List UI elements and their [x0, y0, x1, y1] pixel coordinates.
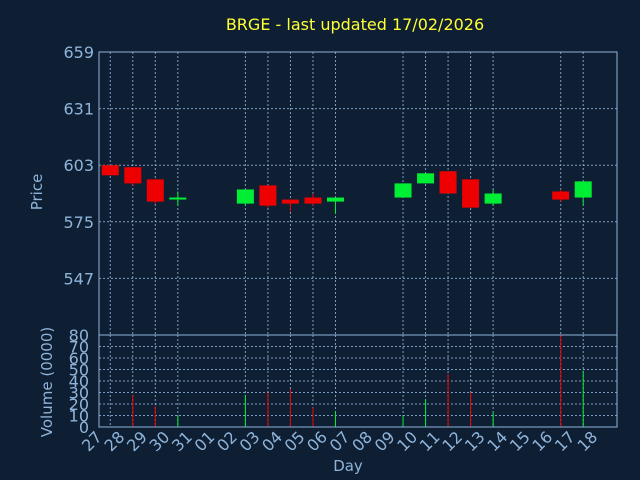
- price-axis-label: Price: [28, 174, 46, 211]
- candle-body: [101, 165, 119, 176]
- candle-body: [574, 181, 592, 198]
- price-tick-label: 575: [63, 213, 94, 232]
- candle-body: [462, 179, 480, 208]
- candle-body: [259, 185, 277, 206]
- x-tick-label: 18: [573, 427, 601, 455]
- volume-bars: [132, 335, 584, 427]
- x-tick-labels: 2728293031010203040506070809101112131415…: [78, 427, 601, 455]
- volume-tick-label: 30: [69, 384, 89, 403]
- candles: [101, 165, 592, 214]
- volume-tick-label: 60: [69, 349, 89, 368]
- candle-body: [146, 179, 164, 202]
- candle-body: [484, 193, 502, 204]
- volume-tick-label: 50: [69, 361, 89, 380]
- price-tick-labels: 659 631 603 575 547: [63, 43, 94, 288]
- volume-tick-label: 40: [69, 372, 89, 391]
- candle-body: [552, 191, 570, 200]
- volume-tick-label: 80: [69, 326, 89, 345]
- candle-body: [281, 199, 299, 204]
- candle-body: [304, 197, 322, 204]
- volume-tick-label: 20: [69, 395, 89, 414]
- x-axis-label: Day: [333, 457, 363, 475]
- candle-body: [326, 197, 344, 202]
- volume-tick-label: 70: [69, 338, 89, 357]
- chart-title: BRGE - last updated 17/02/2026: [226, 15, 484, 34]
- candle-body: [417, 173, 435, 184]
- volume-plot-frame: [98, 334, 618, 428]
- volume-grid: [99, 334, 617, 428]
- candle-body: [236, 189, 254, 204]
- candle-body: [169, 197, 187, 200]
- candle-body: [124, 167, 142, 184]
- volume-tick-label: 10: [69, 407, 89, 426]
- volume-axis-label: Volume (0000): [38, 327, 56, 437]
- price-plot-frame: [98, 51, 618, 336]
- volume-tick-label: 0: [79, 418, 89, 437]
- price-tick-label: 603: [63, 156, 94, 175]
- price-tick-label: 659: [63, 43, 94, 62]
- candle-body: [394, 183, 412, 198]
- price-tick-label: 631: [63, 100, 94, 119]
- price-tick-label: 547: [63, 269, 94, 288]
- candle-body: [439, 171, 457, 194]
- price-grid: [99, 51, 617, 335]
